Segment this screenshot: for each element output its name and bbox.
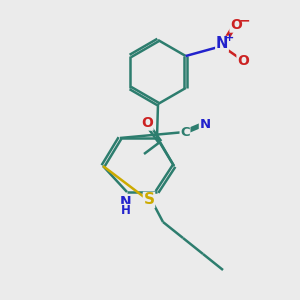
Text: S: S bbox=[143, 193, 155, 208]
Text: N: N bbox=[120, 195, 132, 209]
Text: O: O bbox=[237, 54, 249, 68]
Text: N: N bbox=[200, 118, 211, 130]
Text: +: + bbox=[225, 33, 235, 43]
Text: C: C bbox=[180, 125, 190, 139]
Text: O: O bbox=[141, 116, 153, 130]
Text: −: − bbox=[238, 13, 250, 27]
Text: N: N bbox=[216, 37, 228, 52]
Text: O: O bbox=[230, 18, 242, 32]
Text: H: H bbox=[121, 205, 131, 218]
